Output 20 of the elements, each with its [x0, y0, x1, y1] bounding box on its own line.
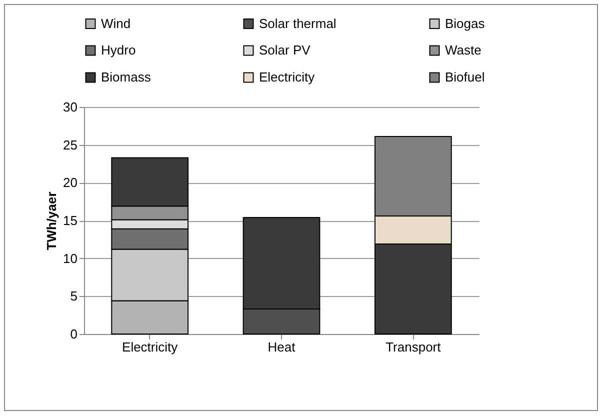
y-tick-label: 30	[63, 100, 78, 114]
x-tick-label: Electricity	[122, 340, 178, 354]
y-tick-label: 25	[63, 137, 78, 152]
legend-label: Hydro	[101, 42, 136, 58]
legend-label: Biomass	[101, 70, 152, 84]
legend-label: Wind	[101, 16, 131, 31]
y-tick-label: 20	[63, 175, 78, 190]
legend-label: Biogas	[445, 16, 486, 31]
y-tick-label: 0	[70, 326, 78, 342]
legend-label: Electricity	[259, 70, 316, 84]
legend-label: Waste	[445, 42, 482, 58]
legend-label: Solar thermal	[259, 16, 336, 31]
y-tick-label: 5	[70, 288, 78, 304]
y-tick-label: 15	[63, 213, 78, 228]
x-tick-label: Heat	[268, 340, 296, 354]
x-tick-label: Transport	[386, 340, 442, 354]
legend-label: Biofuel	[445, 70, 485, 84]
y-axis-title: TWh/yaer	[44, 192, 60, 250]
y-tick-label: 10	[63, 250, 78, 266]
legend-label: Solar PV	[259, 42, 311, 58]
